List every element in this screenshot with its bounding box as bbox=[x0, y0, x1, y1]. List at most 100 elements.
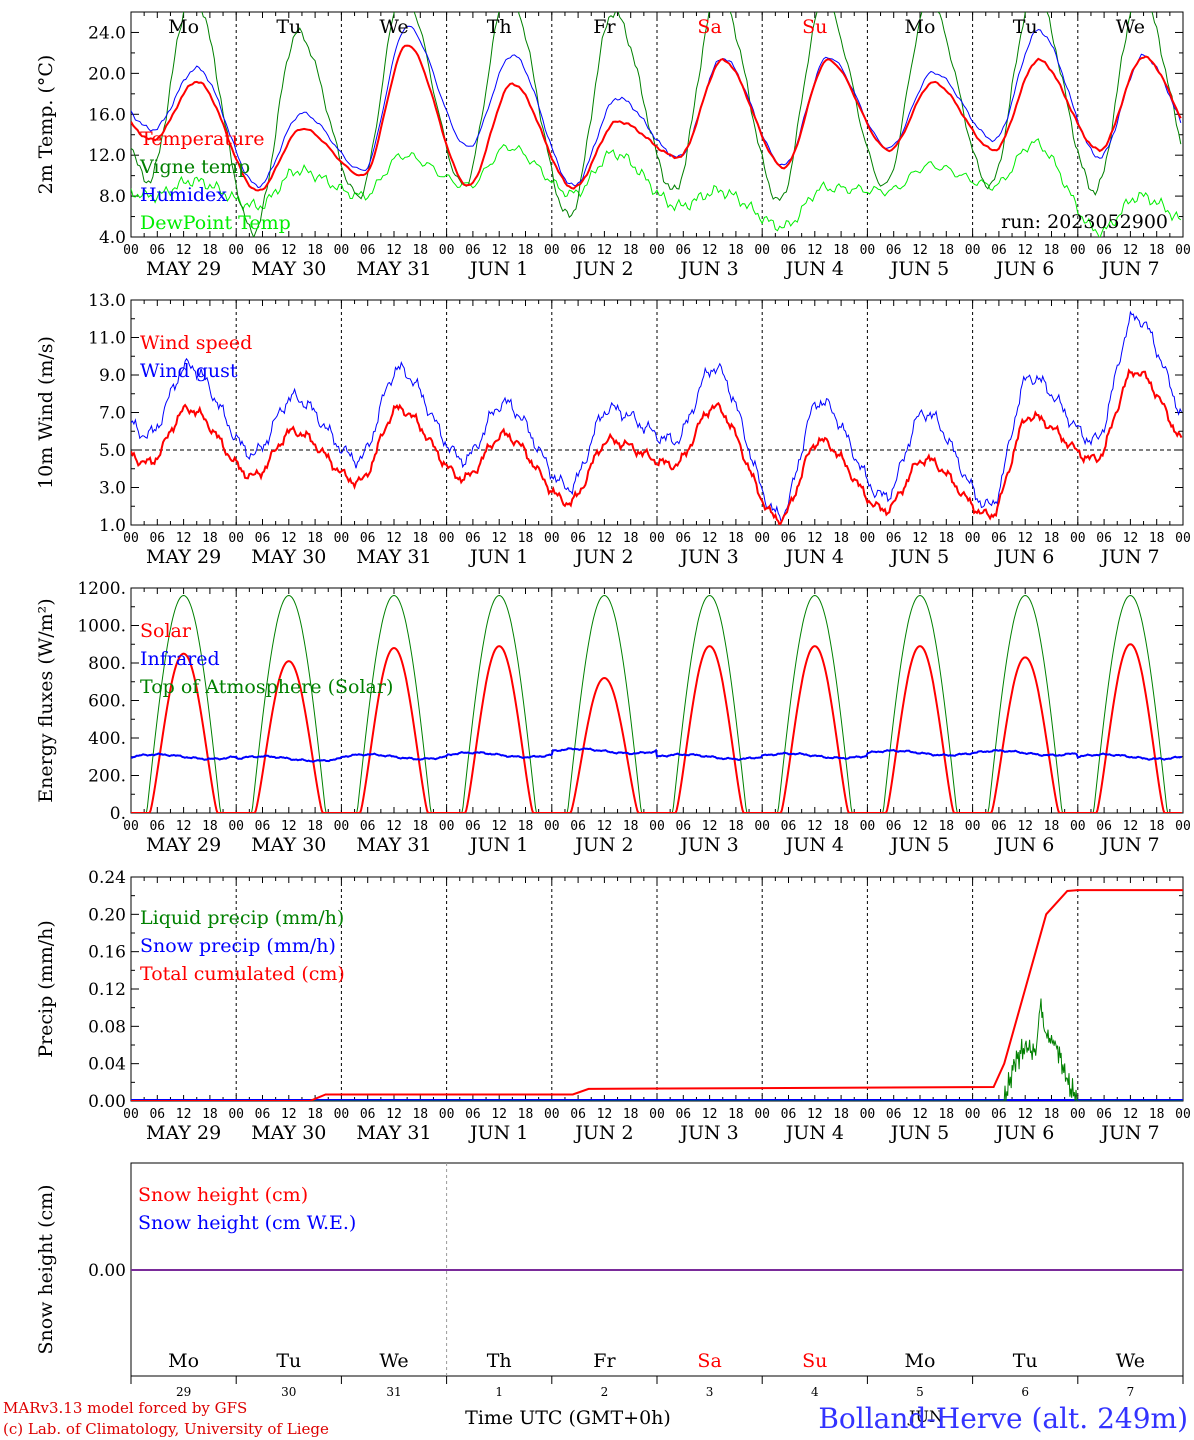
weekday-label: Mo bbox=[168, 16, 199, 38]
hour-label: 06 bbox=[149, 531, 165, 546]
hour-label: 18 bbox=[307, 819, 323, 834]
hour-label: 18 bbox=[202, 819, 218, 834]
legend-entry: Infrared bbox=[140, 648, 220, 670]
hour-label: 06 bbox=[675, 819, 691, 834]
hour-label: 18 bbox=[728, 1107, 744, 1122]
y-tick-label: 0.08 bbox=[88, 1017, 126, 1037]
hour-label: 12 bbox=[807, 1107, 823, 1122]
y-tick-label: 0.04 bbox=[88, 1055, 126, 1075]
hour-label: 18 bbox=[938, 1107, 954, 1122]
hour-label: 00 bbox=[754, 243, 770, 258]
hour-label: 18 bbox=[728, 243, 744, 258]
hour-label: 06 bbox=[255, 819, 271, 834]
weekday-label: Tu bbox=[276, 1350, 301, 1372]
y-tick-label: 200. bbox=[88, 767, 126, 787]
hour-label: 12 bbox=[1017, 243, 1033, 258]
date-label: JUN 5 bbox=[889, 1122, 949, 1144]
legend-entry: DewPoint Temp bbox=[140, 212, 291, 234]
y-tick-label: 5.0 bbox=[99, 441, 126, 461]
hour-label: 06 bbox=[781, 243, 797, 258]
hour-label: 06 bbox=[886, 1107, 902, 1122]
hour-label: 00 bbox=[860, 243, 876, 258]
hour-label: 18 bbox=[202, 1107, 218, 1122]
hour-label: 00 bbox=[334, 1107, 350, 1122]
date-label: JUN 1 bbox=[468, 258, 528, 280]
day-number: 3 bbox=[706, 1385, 714, 1399]
date-label: JUN 3 bbox=[678, 258, 738, 280]
hour-label: 12 bbox=[281, 531, 297, 546]
hour-label: 18 bbox=[833, 819, 849, 834]
hour-label: 00 bbox=[1070, 1107, 1086, 1122]
hour-label: 00 bbox=[123, 243, 139, 258]
hour-label: 00 bbox=[965, 531, 981, 546]
hour-label: 18 bbox=[833, 243, 849, 258]
date-label: JUN 3 bbox=[678, 1122, 738, 1144]
hour-label: 06 bbox=[991, 243, 1007, 258]
hour-label: 18 bbox=[833, 1107, 849, 1122]
hour-label: 06 bbox=[781, 531, 797, 546]
day-number: 29 bbox=[176, 1385, 191, 1399]
hour-label: 00 bbox=[1070, 243, 1086, 258]
series-line bbox=[131, 44, 1182, 192]
series-line bbox=[131, 643, 1182, 813]
hour-label: 18 bbox=[307, 531, 323, 546]
hour-label: 18 bbox=[623, 819, 639, 834]
weekday-label: We bbox=[1116, 16, 1145, 38]
hour-label: 18 bbox=[1149, 819, 1165, 834]
hour-label: 06 bbox=[360, 819, 376, 834]
weekday-label: Fr bbox=[593, 16, 616, 38]
plot-frame bbox=[130, 587, 1184, 814]
hour-label: 00 bbox=[754, 1107, 770, 1122]
hour-label: 00 bbox=[439, 819, 455, 834]
y-tick-label: 13.0 bbox=[88, 291, 126, 311]
y-tick-label: 400. bbox=[88, 729, 126, 749]
hour-label: 18 bbox=[833, 531, 849, 546]
hour-label: 06 bbox=[149, 819, 165, 834]
date-label: MAY 30 bbox=[251, 834, 326, 856]
weekday-label: Tu bbox=[1013, 16, 1038, 38]
date-label: JUN 6 bbox=[994, 258, 1054, 280]
day-number: 30 bbox=[281, 1385, 296, 1399]
legend-entry: Total cumulated (cm) bbox=[140, 963, 345, 985]
hour-label: 06 bbox=[465, 819, 481, 834]
y-tick-label: 9.0 bbox=[99, 366, 126, 386]
day-number: 7 bbox=[1127, 1385, 1135, 1399]
weekday-label: We bbox=[1116, 1350, 1145, 1372]
hour-label: 06 bbox=[886, 819, 902, 834]
hour-label: 06 bbox=[570, 531, 586, 546]
hour-label: 06 bbox=[255, 243, 271, 258]
y-tick-label: 4.0 bbox=[99, 228, 126, 248]
weekday-label: Tu bbox=[276, 16, 301, 38]
hour-label: 12 bbox=[386, 531, 402, 546]
date-label: MAY 31 bbox=[356, 834, 431, 856]
date-label: JUN 7 bbox=[1099, 1122, 1159, 1144]
series-line bbox=[131, 310, 1182, 525]
plot-frame bbox=[130, 299, 1184, 526]
date-label: JUN 7 bbox=[1099, 546, 1159, 568]
y-axis-label: Energy fluxes (W/m²) bbox=[35, 598, 57, 802]
hour-label: 12 bbox=[912, 1107, 928, 1122]
date-label: JUN 2 bbox=[573, 546, 633, 568]
hour-label: 18 bbox=[412, 243, 428, 258]
hour-label: 00 bbox=[123, 819, 139, 834]
hour-label: 12 bbox=[1123, 819, 1139, 834]
date-label: JUN 4 bbox=[784, 546, 844, 568]
hour-label: 12 bbox=[491, 819, 507, 834]
y-tick-label: 16.0 bbox=[88, 105, 126, 125]
hour-label: 12 bbox=[912, 531, 928, 546]
hour-label: 12 bbox=[176, 1107, 192, 1122]
hour-label: 00 bbox=[1175, 243, 1191, 258]
legend-entry: Wind speed bbox=[140, 332, 252, 354]
date-label: JUN 1 bbox=[468, 1122, 528, 1144]
date-label: JUN 1 bbox=[468, 834, 528, 856]
y-tick-label: 0.24 bbox=[88, 868, 126, 888]
hour-label: 18 bbox=[202, 531, 218, 546]
weekday-label: Th bbox=[487, 1350, 512, 1372]
hour-label: 12 bbox=[1017, 531, 1033, 546]
credit-line-2: (c) Lab. of Climatology, University of L… bbox=[3, 1420, 329, 1438]
y-tick-label: 20.0 bbox=[88, 64, 126, 84]
series-line bbox=[131, 747, 1183, 763]
hour-label: 00 bbox=[965, 819, 981, 834]
